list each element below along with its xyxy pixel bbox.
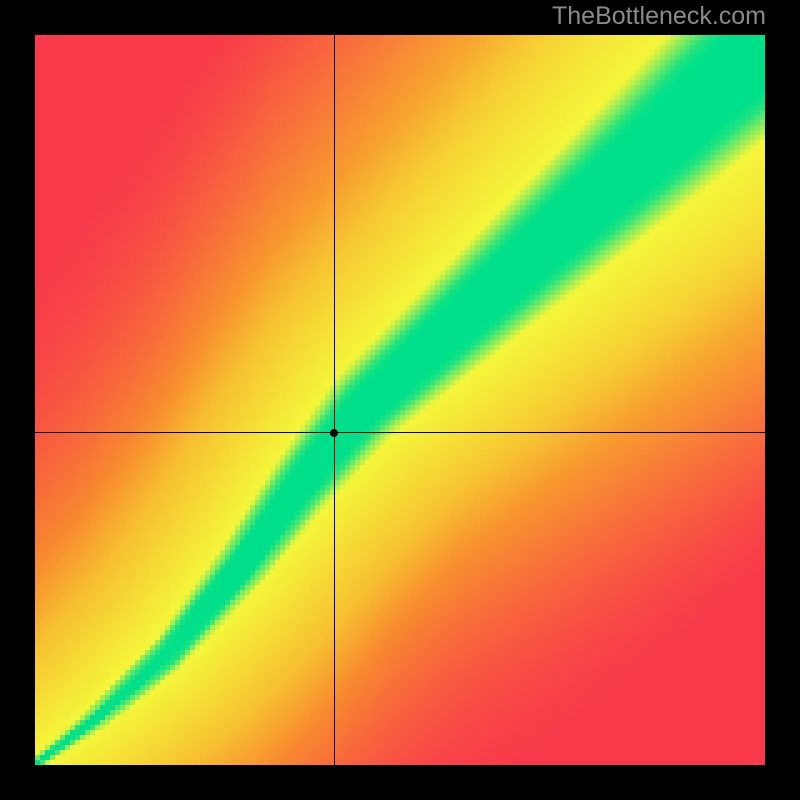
crosshair-vertical (334, 35, 335, 765)
chart-container: TheBottleneck.com (0, 0, 800, 800)
watermark-text: TheBottleneck.com (552, 2, 766, 31)
crosshair-horizontal (35, 432, 765, 433)
bottleneck-heatmap (35, 35, 765, 765)
